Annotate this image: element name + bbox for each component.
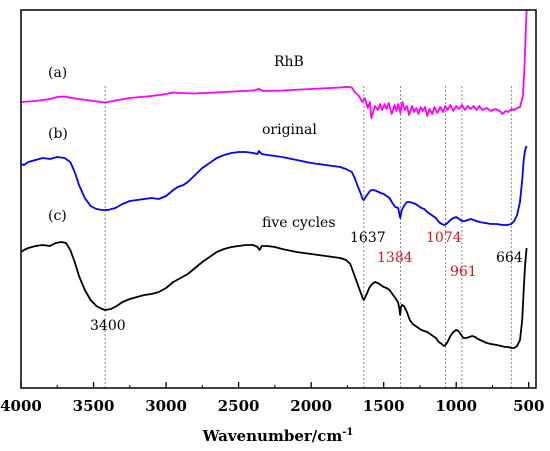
x-axis-ticks: 4000 3500 3000 2500 2000 1500 1000 500 (0, 382, 544, 415)
peak-3400-label: 3400 (90, 318, 126, 334)
peak-1074-label: 1074 (426, 230, 462, 246)
series-lines (20, 9, 528, 349)
x-axis-title: Wavenumber/cm-1 (202, 427, 354, 445)
plot-frame (20, 9, 537, 389)
x-tick-label-2500: 2500 (218, 397, 260, 415)
peak-961-label: 961 (450, 264, 477, 280)
series-b-name: original (262, 122, 317, 138)
series-a-tag: (a) (48, 65, 67, 81)
x-tick-label-3000: 3000 (145, 397, 187, 415)
x-tick-label-1000: 1000 (435, 397, 477, 415)
x-tick-label-500: 500 (513, 397, 544, 415)
x-axis-title-sup: -1 (342, 427, 353, 438)
series-c-line (20, 241, 528, 349)
x-tick-label-4000: 4000 (0, 397, 42, 415)
series-a-line (20, 9, 528, 119)
peak-664-label: 664 (496, 250, 523, 266)
peak-1637-label: 1637 (350, 230, 386, 246)
peak-1384-label: 1384 (377, 250, 413, 266)
x-tick-label-2000: 2000 (290, 397, 332, 415)
series-b-line (20, 145, 528, 226)
series-b-tag: (b) (48, 126, 68, 142)
x-tick-label-3500: 3500 (73, 397, 115, 415)
series-c-name: five cycles (262, 215, 336, 231)
x-axis-title-main: Wavenumber/cm (202, 427, 343, 445)
x-tick-label-1500: 1500 (363, 397, 405, 415)
series-a-name: RhB (274, 54, 304, 70)
series-c-tag: (c) (48, 208, 67, 224)
